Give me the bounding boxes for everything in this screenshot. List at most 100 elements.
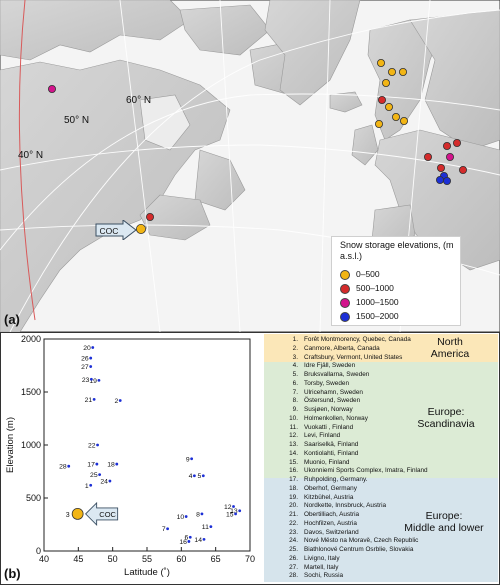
point-label: 11: [202, 524, 209, 531]
site-list-item: 3. Craftsbury, Vermont, United States: [264, 354, 498, 363]
data-point: [67, 464, 71, 468]
coc-arrow-chart: [85, 501, 119, 526]
coc-chart-label: COC: [99, 510, 116, 519]
site-name: Bruksvallarna, Sweden: [304, 371, 370, 378]
site-number: 27.: [289, 563, 298, 571]
region-bg-scandinavia: [264, 362, 498, 478]
latitude-label-60: 60° N: [126, 95, 152, 106]
site-marker: [452, 138, 461, 147]
site-number: 23.: [289, 528, 298, 536]
site-number: 15.: [289, 458, 298, 466]
latitude-label-50: 50° N: [64, 115, 90, 126]
point-label: 1: [85, 483, 89, 490]
site-number: 1.: [292, 336, 298, 343]
site-list-item: 2. Canmore, Alberta, Canada: [264, 345, 498, 354]
data-point: [202, 537, 206, 541]
point-label: 17: [87, 462, 95, 469]
data-point: [98, 473, 102, 477]
site-number: 7.: [292, 388, 298, 396]
point-label: 22: [88, 443, 96, 450]
site-name: Holmenkollen, Norway: [304, 414, 368, 422]
point-label: 13: [230, 508, 238, 515]
site-number: 17.: [289, 476, 298, 483]
legend: Snow storage elevations, (m a.s.l.) 0–50…: [331, 236, 461, 326]
site-list-item: 6. Torsby, Sweden: [264, 380, 498, 389]
point-label: 14: [194, 537, 202, 544]
site-name: Saariselkä, Finland: [304, 441, 359, 448]
site-number: 25.: [289, 546, 298, 553]
site-name: Vuokatti , Finland: [304, 423, 354, 431]
site-markers: [48, 59, 467, 234]
site-list-item: 23. Davos, Switzerland: [264, 529, 498, 538]
point-label: 5: [198, 473, 202, 480]
site-marker-montmorency: [145, 212, 154, 221]
point-label: 6: [184, 535, 188, 542]
site-list-item: 13. Saariselkä, Finland: [264, 441, 498, 450]
data-point: [95, 462, 99, 466]
point-label: 4: [189, 473, 193, 480]
site-name: Craftsbury, Vermont, United States: [304, 353, 403, 361]
site-name: Davos, Switzerland: [304, 528, 359, 536]
panel-a-label: (a): [4, 312, 20, 327]
data-point: [89, 365, 93, 368]
data-point: [209, 525, 213, 529]
data-point: [118, 399, 122, 402]
site-list-item: 21. Obertilliach, Austria: [264, 511, 498, 520]
site-number: 14.: [289, 449, 298, 457]
site-list-item: 16. Ukonniemi Sports Complex, Imatra, Fin…: [264, 467, 498, 476]
x-tick-label: 65: [211, 554, 221, 564]
site-marker: [387, 68, 396, 77]
site-list-item: 10. Holmenkollen, Norway: [264, 415, 498, 424]
site-list-item: 5. Bruksvallarna, Sweden: [264, 371, 498, 380]
site-number: 18.: [289, 484, 298, 492]
site-name: Biathlonové Centrum Osrblie, Slovakia: [304, 546, 414, 553]
site-list-item: 8. Östersund, Sweden: [264, 397, 498, 406]
site-number: 11.: [289, 423, 298, 431]
site-marker: [391, 113, 400, 122]
panel-b-label: (b): [4, 566, 21, 581]
data-point: [192, 474, 196, 478]
point-label: 9: [186, 456, 190, 463]
legend-item-0: 0–500: [340, 268, 380, 280]
site-list-item: 22. Hochfilzen, Austria: [264, 520, 498, 529]
site-list-item: 7. Ulricehamn, Sweden: [264, 389, 498, 398]
site-name: Ulricehamn, Sweden: [304, 388, 363, 396]
site-number: 20.: [289, 502, 298, 510]
data-point: [97, 378, 101, 382]
site-name: Nové Město na Moravě, Czech Republic: [304, 537, 419, 545]
site-name: Kitzbühel, Austria: [304, 493, 354, 501]
data-point: [115, 462, 119, 466]
region-label-north-america: North America: [430, 336, 470, 360]
site-name: Martell, Italy: [304, 563, 339, 571]
point-label: 10: [177, 514, 185, 521]
site-name: Torsby, Sweden: [304, 379, 349, 387]
site-number: 22.: [289, 519, 298, 527]
site-marker: [442, 141, 451, 150]
data-point: [187, 540, 191, 543]
legend-title: Snow storage elevations, (m a.s.l.): [340, 240, 454, 261]
site-list-item: 12. Levi, Finland: [264, 432, 498, 441]
site-number: 5.: [292, 371, 298, 378]
site-number: 2.: [292, 344, 298, 352]
site-marker: [384, 103, 393, 112]
site-number: 24.: [289, 537, 298, 545]
site-list: 1. Forêt Montmorency, Quebec, Canada 2. Can…: [264, 334, 498, 582]
site-number: 6.: [292, 379, 298, 387]
x-tick-label: 50: [108, 554, 118, 564]
site-number: 10.: [289, 414, 298, 422]
site-marker: [436, 163, 445, 172]
site-list-item: 17. Ruhpolding, Germany.: [264, 476, 498, 485]
data-point: [238, 509, 242, 513]
landmasses: [0, 0, 500, 332]
latitude-label-40: 40° N: [18, 150, 44, 161]
point-label: 28: [59, 464, 67, 471]
point-label: 15: [226, 511, 234, 518]
data-point: [188, 535, 192, 539]
site-marker: [398, 68, 407, 77]
site-number: 9.: [292, 406, 298, 413]
site-list-item: 25. Biathlonové Centrum Osrblie, Slovakia: [264, 546, 498, 555]
data-point: [234, 512, 237, 516]
site-number: 13.: [289, 441, 298, 448]
